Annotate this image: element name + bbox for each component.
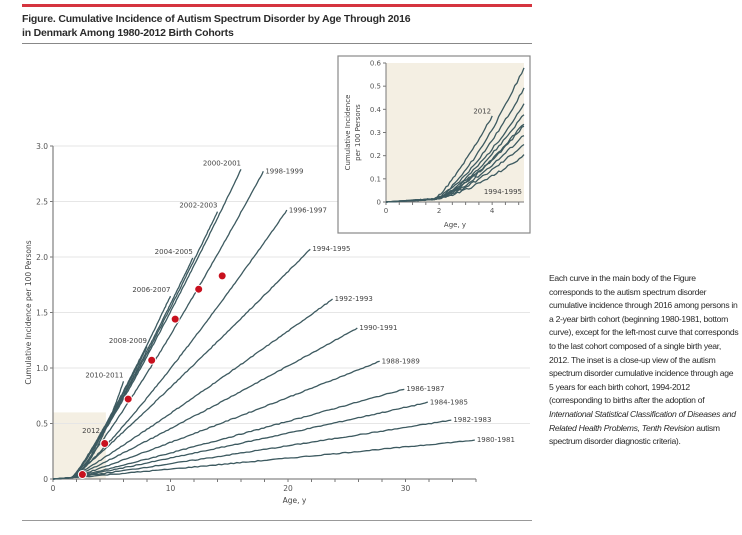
series-label: 1998-1999 (265, 168, 303, 176)
figure-title-line1: Figure. Cumulative Incidence of Autism S… (22, 13, 411, 25)
x-tick-label: 0 (51, 484, 56, 493)
series-label: 1996-1997 (289, 206, 327, 214)
figure-note: Each curve in the main body of the Figur… (549, 272, 739, 449)
inset-chart: 0 0.1 0.2 0.3 0.4 0.5 0.6 0 2 4 Age, y Cumulative I… (337, 55, 531, 234)
figure-note-text-end: autism spectrum disorder diagnostic crit… (549, 422, 720, 447)
data-marker (194, 284, 204, 294)
y-tick-label: 3.0 (36, 142, 48, 151)
series-line-1982-1983 (52, 419, 452, 480)
x-axis-label: Age, y (283, 496, 307, 505)
series-line-1988-1989 (52, 360, 380, 480)
series-label: 1990-1991 (359, 324, 397, 332)
data-marker (77, 470, 87, 480)
top-accent-rule (22, 4, 532, 7)
inset-y-tick-label: 0.1 (370, 175, 381, 183)
series-label: 1994-1995 (312, 245, 350, 253)
bottom-divider (22, 520, 532, 521)
inset-series-label: 2012 (473, 107, 491, 115)
figure-note-text: Each curve in the main body of the Figur… (549, 273, 739, 406)
inset-x-axis-label: Age, y (444, 221, 466, 229)
series-label: 1988-1989 (382, 357, 420, 365)
y-tick-label: 2.5 (36, 198, 48, 207)
series-line-1992-1993 (52, 298, 334, 480)
series-label: 2002-2003 (179, 201, 217, 209)
series-line-2000-2001 (52, 169, 242, 480)
inset-y-axis-label-line2: per 100 Persons (354, 104, 362, 161)
series-line-1986-1987 (52, 388, 405, 480)
x-tick-label: 10 (166, 484, 176, 493)
title-divider (22, 43, 532, 44)
series-label: 1992-1993 (335, 295, 373, 303)
inset-y-tick-label: 0.6 (370, 60, 382, 68)
data-marker (217, 271, 227, 281)
figure-title: Figure. Cumulative Incidence of Autism S… (22, 12, 542, 40)
series-line-1998-1999 (52, 170, 264, 480)
series-label: 2008-2009 (109, 337, 147, 345)
inset-y-axis-label-line1: Cumulative Incidence (344, 95, 352, 171)
data-marker (123, 394, 133, 404)
y-tick-label: 0.5 (36, 420, 48, 429)
x-tick-label: 20 (283, 484, 293, 493)
inset-y-tick-label: 0.4 (370, 106, 382, 114)
series-label: 2010-2011 (85, 371, 123, 379)
series-line-1984-1985 (52, 401, 429, 480)
series-label: 2000-2001 (203, 159, 241, 167)
series-line-1990-1991 (52, 327, 358, 480)
data-marker (100, 438, 110, 448)
inset-y-tick-label: 0 (377, 199, 381, 207)
series-line-1980-1981 (52, 439, 475, 480)
inset-x-tick-label: 2 (437, 207, 441, 215)
series-label: 1982-1983 (453, 416, 491, 424)
inset-y-tick-label: 0.3 (370, 129, 381, 137)
inset-y-tick-label: 0.2 (370, 152, 381, 160)
series-label: 1980-1981 (477, 436, 515, 444)
inset-y-tick-label: 0.5 (370, 83, 381, 91)
data-marker (170, 314, 180, 324)
series-label: 2006-2007 (132, 286, 170, 294)
y-tick-label: 2.0 (36, 253, 48, 262)
figure-title-line2: in Denmark Among 1980-2012 Birth Cohorts (22, 27, 234, 39)
series-label: 2012 (82, 427, 100, 435)
data-marker (147, 355, 157, 365)
inset-plot-background (386, 63, 524, 202)
series-line-1994-1995 (52, 248, 311, 480)
series-label: 1984-1985 (430, 398, 468, 406)
y-tick-label: 1.5 (36, 309, 48, 318)
inset-series-line-1994-1995 (385, 154, 525, 203)
y-tick-label: 1.0 (36, 364, 48, 373)
x-tick-label: 30 (401, 484, 411, 493)
figure-note-italic: International Statistical Classification… (549, 408, 736, 433)
series-label: 2004-2005 (155, 248, 193, 256)
inset-x-tick-label: 4 (490, 207, 495, 215)
inset-x-tick-label: 0 (384, 207, 388, 215)
inset-series-label: 1994-1995 (484, 188, 522, 196)
series-label: 1986-1987 (406, 385, 444, 393)
y-tick-label: 0 (43, 475, 48, 484)
y-axis-label: Cumulative Incidence per 100 Persons (24, 240, 33, 384)
